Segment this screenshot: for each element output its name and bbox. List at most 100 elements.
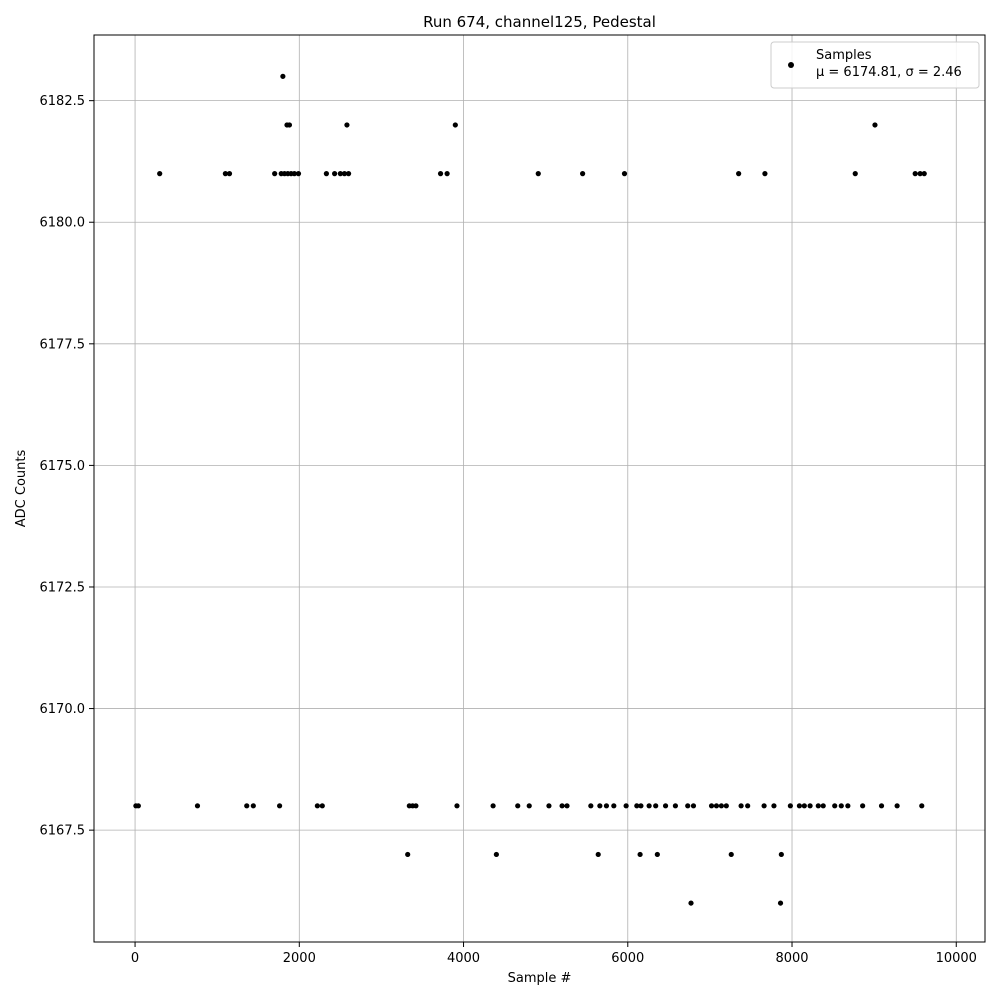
data-point (745, 803, 751, 809)
data-point (603, 803, 610, 809)
data-point (493, 851, 499, 858)
chart-title: Run 674, channel125, Pedestal (423, 13, 656, 31)
data-point (597, 803, 603, 809)
data-point (595, 851, 601, 858)
data-point (736, 171, 742, 177)
legend-label: Samples (816, 48, 872, 63)
data-point (637, 851, 643, 858)
data-point (526, 803, 532, 809)
data-point (226, 171, 233, 177)
data-point (623, 803, 629, 809)
y-tick-label: 6177.5 (40, 337, 86, 352)
x-tick-label: 10000 (936, 951, 977, 966)
data-point (559, 803, 565, 809)
data-point (638, 803, 644, 809)
data-point (820, 803, 826, 809)
data-point (872, 122, 878, 128)
data-point (413, 803, 419, 809)
data-point (344, 122, 350, 128)
data-point (713, 803, 720, 809)
data-point (807, 803, 813, 809)
x-tick-label: 2000 (283, 951, 316, 966)
y-tick-label: 6167.5 (40, 824, 86, 839)
data-point (244, 803, 250, 809)
data-point (778, 851, 784, 858)
data-point (771, 803, 777, 809)
data-point (272, 171, 278, 177)
data-point (515, 803, 521, 809)
data-point (738, 803, 744, 809)
data-point (546, 803, 552, 809)
data-point (588, 803, 594, 809)
data-point (276, 803, 283, 809)
x-axis-label: Sample # (508, 971, 572, 986)
data-point (728, 851, 734, 858)
x-tick-label: 8000 (775, 951, 808, 966)
data-point (621, 171, 628, 177)
data-point (801, 803, 807, 809)
data-points (133, 73, 927, 906)
legend-stats: μ = 6174.81, σ = 2.46 (816, 65, 962, 80)
data-point (912, 171, 918, 177)
data-point (250, 803, 256, 809)
y-tick-label: 6172.5 (40, 580, 86, 595)
data-point (454, 803, 460, 809)
data-point (815, 803, 821, 809)
data-point (718, 803, 724, 809)
data-point (437, 171, 444, 177)
data-point (222, 171, 228, 177)
data-point (654, 851, 660, 858)
data-point (291, 171, 297, 177)
data-point (723, 803, 729, 809)
data-point (634, 803, 640, 809)
y-axis-ticks: 6167.5 6170.0 6172.5 6175.0 6177.5 6180.0 6182… (40, 94, 94, 839)
data-point (690, 803, 697, 809)
y-tick-label: 6180.0 (40, 216, 86, 231)
data-point (611, 803, 617, 809)
data-point (860, 803, 866, 809)
data-point (777, 900, 784, 906)
data-point (535, 171, 541, 177)
x-tick-label: 4000 (447, 951, 480, 966)
data-point (921, 171, 927, 177)
data-point (852, 171, 858, 177)
data-point (762, 171, 768, 177)
data-point (685, 803, 691, 809)
data-point (345, 171, 352, 177)
data-point (295, 171, 302, 177)
data-point (490, 803, 496, 809)
data-point (832, 803, 838, 809)
data-point (878, 803, 885, 809)
data-point (838, 803, 844, 809)
grid-lines (94, 35, 985, 942)
data-point (672, 803, 679, 809)
data-point (653, 803, 659, 809)
data-point (157, 171, 163, 177)
data-point (314, 803, 320, 809)
legend-marker (788, 62, 794, 68)
plot-frame (93, 34, 986, 943)
data-point (787, 803, 793, 809)
data-point (917, 171, 923, 177)
data-point (194, 803, 201, 809)
data-point (286, 122, 293, 128)
data-point (646, 803, 652, 809)
data-point (405, 851, 411, 858)
data-point (332, 171, 338, 177)
data-point (662, 803, 669, 809)
y-axis-label: ADC Counts (14, 450, 29, 528)
legend: Samples μ = 6174.81, σ = 2.46 (770, 41, 980, 89)
y-tick-label: 6182.5 (40, 94, 86, 109)
data-point (135, 803, 141, 809)
data-point (845, 803, 851, 809)
data-point (688, 900, 694, 906)
data-point (919, 803, 925, 809)
x-axis-ticks: 0 2000 4000 6000 8000 10000 (131, 942, 977, 966)
legend-box (770, 41, 980, 89)
data-point (894, 803, 900, 809)
x-tick-label: 0 (131, 951, 139, 966)
data-point (444, 171, 450, 177)
y-tick-label: 6170.0 (40, 702, 86, 717)
